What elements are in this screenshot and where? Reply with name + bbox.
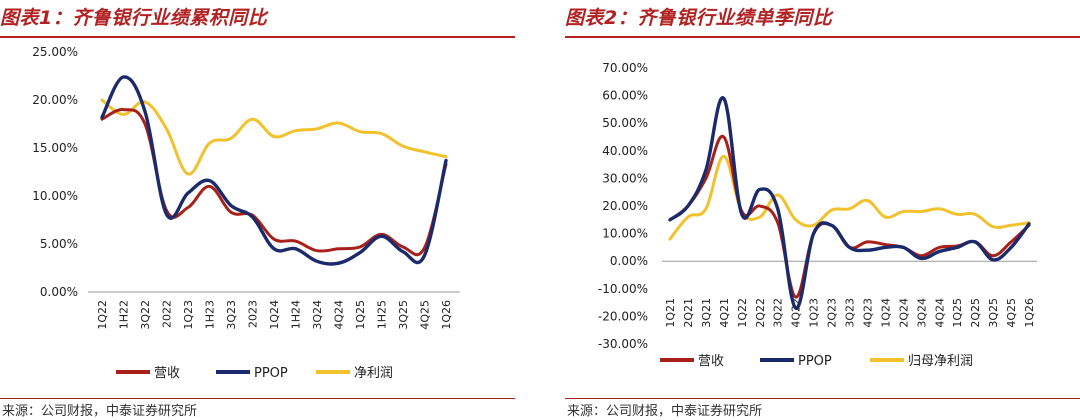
x-tick-label: 2Q24 — [897, 298, 910, 328]
left-title-rule — [0, 36, 515, 38]
y-tick-label: 20.00% — [32, 93, 78, 107]
x-tick-label: 1Q23 — [182, 300, 195, 330]
x-tick-label: 1H23 — [204, 300, 217, 329]
x-tick-label: 3Q25 — [397, 300, 410, 330]
left-source-note: 来源：公司财报，中泰证券研究所 — [2, 404, 198, 419]
y-tick-label: 15.00% — [32, 141, 78, 155]
series-line-ppop — [668, 96, 1031, 310]
y-tick-label: 10.00% — [602, 227, 648, 241]
y-tick-label: 70.00% — [602, 61, 648, 75]
x-tick-label: 2023 — [247, 300, 260, 328]
x-tick-label: 1Q25 — [354, 300, 367, 330]
y-tick-label: 60.00% — [602, 89, 648, 103]
legend-label: PPOP — [254, 366, 288, 381]
x-tick-label: 1Q22 — [736, 298, 749, 328]
x-tick-label: 3Q22 — [772, 298, 785, 328]
legend-label: 归母净利润 — [908, 354, 973, 369]
x-tick-label: 1Q26 — [1023, 298, 1036, 328]
y-tick-label: 10.00% — [32, 189, 78, 203]
right-chart-panel: 图表2：齐鲁银行业绩单季同比 -30.00% -20.00% -10.00% 0.00… — [565, 0, 1080, 420]
x-tick-label: 3Q22 — [139, 300, 152, 330]
x-tick-label: 1Q23 — [808, 298, 821, 328]
series-line-ppop — [100, 75, 448, 266]
y-tick-label: -10.00% — [598, 282, 648, 296]
left-bottom-rule — [0, 398, 515, 399]
y-tick-label: 0.00% — [610, 254, 648, 268]
left-chart-panel: 图表1：齐鲁银行业绩累积同比 0.00% 5.00% 10.00% 15.00% 20.… — [0, 7, 515, 419]
y-tick-label: 5.00% — [40, 237, 78, 251]
x-tick-label: 1Q25 — [951, 298, 964, 328]
x-tick-label: 2Q22 — [754, 298, 767, 328]
series-line-net — [668, 154, 1031, 241]
right-title-rule — [565, 36, 1080, 38]
y-tick-label: 40.00% — [602, 144, 648, 158]
legend-label: 营收 — [698, 354, 724, 369]
legend-label: 净利润 — [354, 366, 393, 381]
x-tick-label: 1H25 — [376, 300, 389, 329]
x-tick-label: 1Q24 — [268, 300, 281, 330]
series-line-revenue — [668, 135, 1031, 299]
x-tick-label: 1H24 — [290, 300, 303, 329]
legend-label: 营收 — [154, 366, 180, 381]
series-line-net — [100, 98, 448, 176]
x-tick-label: 3Q23 — [844, 298, 857, 328]
x-tick-label: 1H22 — [118, 300, 131, 329]
x-tick-label: 4Q24 — [933, 298, 946, 328]
y-tick-label: -20.00% — [598, 309, 648, 323]
right-bottom-rule — [565, 398, 1080, 399]
left-chart-svg: 0.00% 5.00% 10.00% 15.00% 20.00% 25.00% 1Q22 1H… — [32, 45, 460, 381]
x-tick-label: 4Q24 — [333, 300, 346, 330]
x-tick-label: 3Q21 — [700, 298, 713, 328]
x-tick-label: 3Q24 — [311, 300, 324, 330]
y-tick-label: -30.00% — [598, 337, 648, 351]
x-tick-label: 4Q25 — [419, 300, 432, 330]
x-tick-label: 2Q21 — [682, 298, 695, 328]
series-line-revenue — [100, 108, 448, 257]
y-tick-label: 0.00% — [40, 285, 78, 299]
y-tick-label: 20.00% — [602, 199, 648, 213]
x-tick-label: 4Q25 — [1005, 298, 1018, 328]
x-tick-label: 2Q25 — [969, 298, 982, 328]
x-tick-label: 3Q24 — [915, 298, 928, 328]
x-tick-label: 1Q26 — [440, 300, 453, 330]
x-tick-label: 1Q24 — [879, 298, 892, 328]
y-tick-label: 30.00% — [602, 171, 648, 185]
x-tick-label: 2Q23 — [826, 298, 839, 328]
x-tick-label: 4Q23 — [861, 298, 874, 328]
x-tick-label: 3Q25 — [987, 298, 1000, 328]
right-chart-svg: -30.00% -20.00% -10.00% 0.00% 10.00% 20.00% 30… — [598, 61, 1037, 369]
legend-label: PPOP — [798, 354, 832, 369]
x-tick-label: 2022 — [161, 300, 174, 328]
right-source-note: 来源：公司财报，中泰证券研究所 — [567, 404, 763, 419]
left-chart-title: 图表1：齐鲁银行业绩累积同比 — [0, 7, 268, 29]
y-tick-label: 50.00% — [602, 116, 648, 130]
x-tick-label: 3Q23 — [225, 300, 238, 330]
x-tick-label: 4Q21 — [718, 298, 731, 328]
x-tick-label: 1Q22 — [96, 300, 109, 330]
right-chart-title: 图表2：齐鲁银行业绩单季同比 — [565, 7, 833, 29]
y-tick-label: 25.00% — [32, 45, 78, 59]
x-tick-label: 1Q21 — [664, 298, 677, 328]
